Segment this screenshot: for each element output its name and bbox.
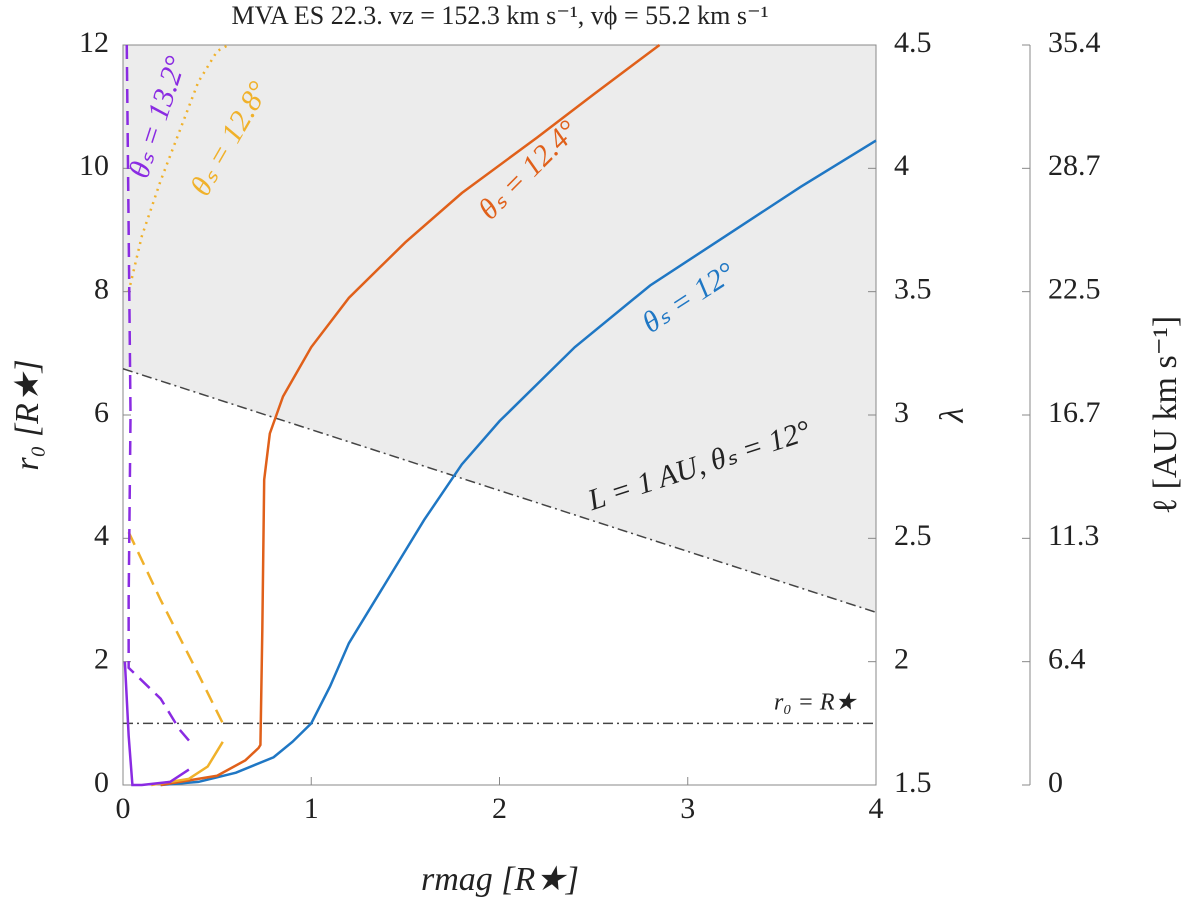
line-series	[160, 139, 877, 787]
line-series	[160, 43, 661, 787]
y-tick-label: 6	[94, 396, 109, 429]
y3-tick-label: 11.3	[1048, 519, 1099, 552]
y3-axis-label: ℓ [AU km s⁻¹]	[1147, 316, 1184, 514]
y3-tick-label: 16.7	[1048, 396, 1101, 429]
y2-tick-label: 3	[894, 396, 909, 429]
x-tick-label: 2	[492, 792, 507, 825]
y2-axis-label: λ	[934, 408, 971, 424]
shaded-region	[123, 45, 876, 613]
y3-tick-label: 22.5	[1048, 273, 1101, 306]
x-axis-label: rmag [R★]	[421, 861, 579, 898]
y-tick-label: 8	[94, 273, 109, 306]
y-tick-label: 4	[94, 519, 109, 552]
line-series	[123, 661, 190, 787]
chart-title: MVA ES 22.3. vz = 152.3 km s⁻¹, vϕ = 55.…	[232, 1, 769, 30]
x-tick-label: 0	[116, 792, 131, 825]
line-series	[127, 531, 224, 724]
y-tick-label: 12	[79, 26, 109, 59]
y2-tick-label: 3.5	[894, 273, 932, 306]
y2-tick-label: 2	[894, 643, 909, 676]
x-tick-label: 1	[304, 792, 319, 825]
y3-tick-label: 6.4	[1048, 643, 1086, 676]
y3-tick-label: 28.7	[1048, 149, 1101, 182]
reference-line	[122, 368, 877, 614]
x-tick-label: 4	[869, 792, 884, 825]
y-tick-label: 0	[94, 766, 109, 799]
y2-tick-label: 1.5	[894, 766, 932, 799]
y3-tick-label: 35.4	[1048, 26, 1101, 59]
y2-tick-label: 2.5	[894, 519, 932, 552]
y3-tick-label: 0	[1048, 766, 1063, 799]
x-tick-label: 3	[680, 792, 695, 825]
y-axis-label: r₀ [R★]	[9, 359, 46, 470]
reference-line-label: r₀ = R★	[774, 690, 858, 716]
line-series	[127, 43, 230, 292]
y2-tick-label: 4.5	[894, 26, 932, 59]
y-tick-label: 10	[79, 149, 109, 182]
y2-tick-label: 4	[894, 149, 909, 182]
y-tick-label: 2	[94, 643, 109, 676]
